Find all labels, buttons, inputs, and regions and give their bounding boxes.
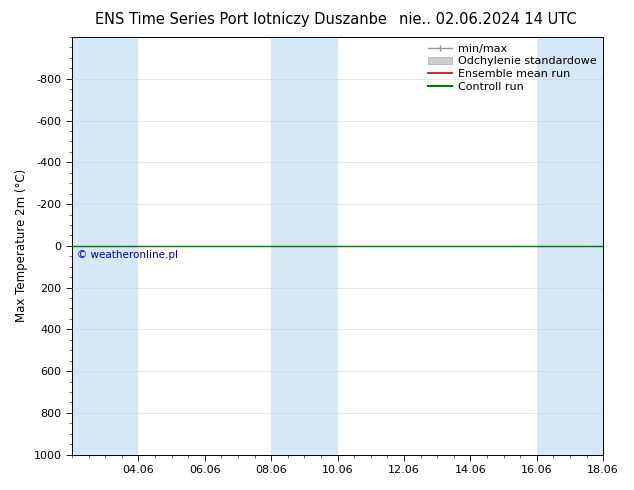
Text: nie.. 02.06.2024 14 UTC: nie.. 02.06.2024 14 UTC — [399, 12, 577, 27]
Bar — [537, 37, 570, 455]
Bar — [570, 37, 603, 455]
Bar — [304, 37, 337, 455]
Legend: min/max, Odchylenie standardowe, Ensemble mean run, Controll run: min/max, Odchylenie standardowe, Ensembl… — [424, 39, 601, 97]
Bar — [271, 37, 304, 455]
Text: ENS Time Series Port lotniczy Duszanbe: ENS Time Series Port lotniczy Duszanbe — [95, 12, 387, 27]
Text: © weatheronline.pl: © weatheronline.pl — [77, 250, 178, 260]
Bar — [72, 37, 138, 455]
Y-axis label: Max Temperature 2m (°C): Max Temperature 2m (°C) — [15, 169, 28, 322]
